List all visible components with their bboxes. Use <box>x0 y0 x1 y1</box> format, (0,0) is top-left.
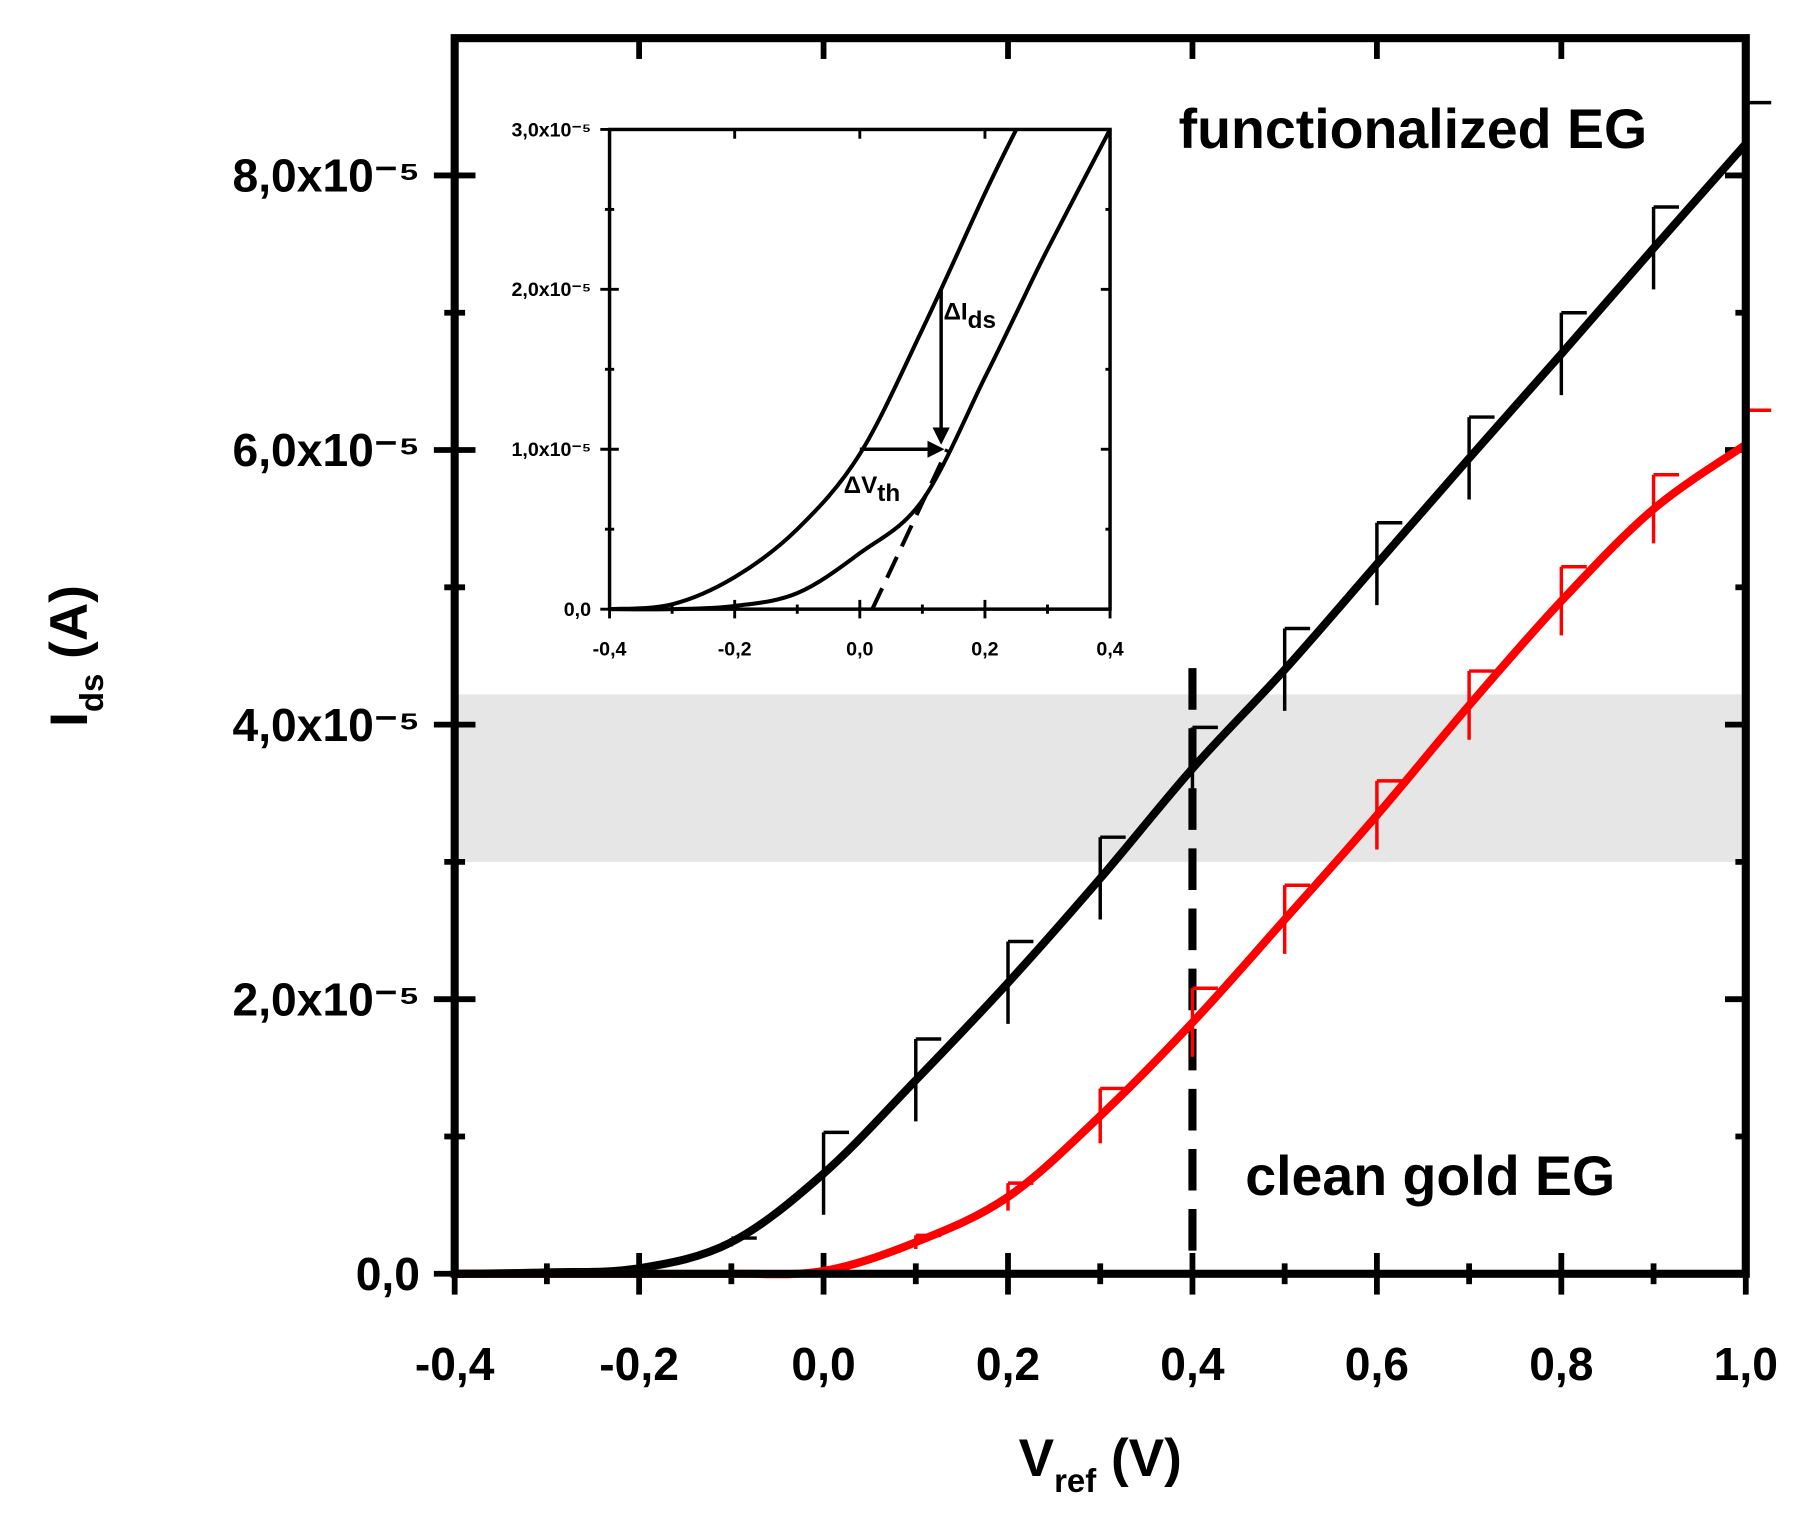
series-label: clean gold EG <box>1245 1145 1615 1207</box>
x-tick-label: 0,4 <box>1096 638 1123 660</box>
arrow-label-sub: ds <box>968 307 996 334</box>
arrow-label: ΔVth <box>844 472 901 507</box>
y-tick-label: 3,0x10⁻⁵ <box>511 119 591 141</box>
highlight-band <box>454 694 1746 862</box>
axis-title: Vref (V) <box>1019 1429 1182 1499</box>
axis-title: Ids (A) <box>40 585 110 727</box>
arrow-label-sub: th <box>877 480 900 507</box>
y-tick-label: 2,0x10⁻⁵ <box>233 973 420 1025</box>
x-tick-label: -0,2 <box>718 638 752 660</box>
y-tick-label: 0,0 <box>564 599 591 621</box>
plot-frame <box>607 127 1112 611</box>
x-tick-label: 0,2 <box>971 638 998 660</box>
y-tick-label: 0,0 <box>356 1248 420 1300</box>
axis-title-tail: (A) <box>40 585 99 674</box>
axis-title-tail: (V) <box>1096 1429 1182 1488</box>
x-tick-label: 0,0 <box>846 638 873 660</box>
x-tick-label: -0,4 <box>415 1338 495 1390</box>
axis-title-main: V <box>1019 1429 1055 1488</box>
x-tick-label: 0,0 <box>791 1338 855 1390</box>
x-tick-label: 0,4 <box>1160 1338 1225 1390</box>
axis-title-sub: ref <box>1054 1462 1097 1499</box>
x-tick-label: 0,8 <box>1529 1338 1593 1390</box>
y-tick-label: 4,0x10⁻⁵ <box>233 699 420 751</box>
axis-title-sub: ds <box>73 674 110 712</box>
x-tick-label: 0,6 <box>1345 1338 1409 1390</box>
x-tick-label: 1,0 <box>1714 1338 1778 1390</box>
x-tick-label: -0,2 <box>599 1338 679 1390</box>
tangent-line <box>870 448 950 611</box>
y-tick-label: 6,0x10⁻⁵ <box>233 424 420 476</box>
arrow-label-main: ΔV <box>844 472 878 499</box>
x-tick-label: 0,2 <box>976 1338 1040 1390</box>
y-tick-label: 2,0x10⁻⁵ <box>511 279 591 301</box>
arrow-label: ΔIds <box>943 299 996 334</box>
arrow-label-main: ΔI <box>943 299 967 326</box>
plot-frame <box>450 34 1750 1278</box>
data-line <box>454 141 1749 1278</box>
y-tick-label: 1,0x10⁻⁵ <box>511 439 591 461</box>
y-tick-label: 8,0x10⁻⁵ <box>233 150 420 202</box>
axis-title-main: I <box>40 712 99 727</box>
data-line <box>609 128 1112 612</box>
x-tick-label: -0,4 <box>593 638 627 660</box>
data-line <box>609 128 1019 612</box>
series-label: functionalized EG <box>1179 98 1647 160</box>
